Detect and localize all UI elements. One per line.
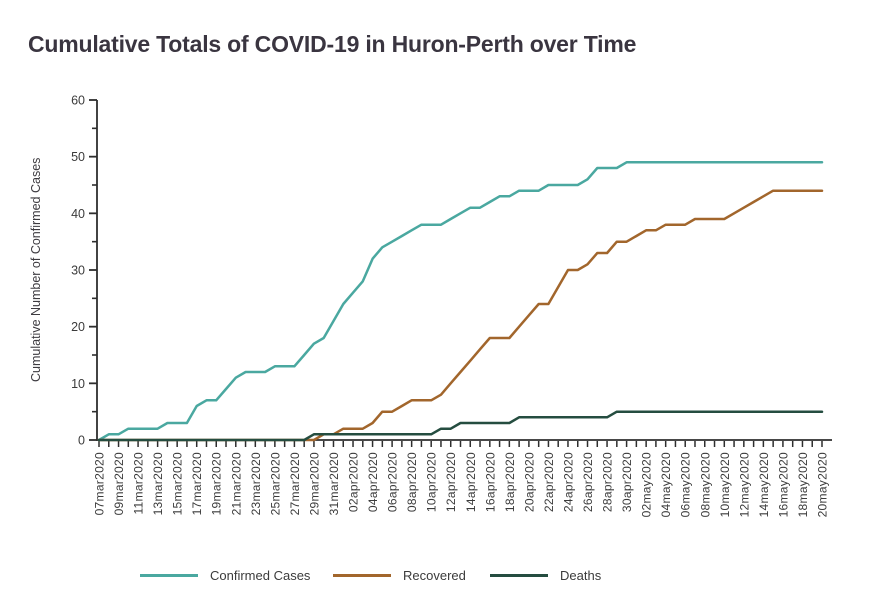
svg-text:20may2020: 20may2020 (816, 452, 830, 517)
svg-text:19mar2020: 19mar2020 (210, 452, 224, 515)
chart-legend: Confirmed Cases Recovered Deaths (0, 566, 876, 586)
svg-text:0: 0 (78, 434, 85, 448)
page-title: Cumulative Totals of COVID-19 in Huron-P… (28, 31, 637, 58)
svg-text:15mar2020: 15mar2020 (171, 452, 185, 515)
svg-text:24apr2020: 24apr2020 (561, 452, 575, 512)
svg-text:60: 60 (71, 94, 85, 108)
svg-text:20apr2020: 20apr2020 (522, 452, 536, 512)
svg-text:18may2020: 18may2020 (796, 452, 810, 517)
svg-text:10apr2020: 10apr2020 (425, 452, 439, 512)
legend-item-deaths: Deaths (490, 566, 601, 584)
svg-text:12may2020: 12may2020 (737, 452, 751, 517)
legend-label-confirmed-cases: Confirmed Cases (210, 567, 311, 583)
recovered-line-swatch (333, 573, 391, 577)
svg-text:08may2020: 08may2020 (698, 452, 712, 517)
svg-text:22apr2020: 22apr2020 (542, 452, 556, 512)
legend-item-confirmed-cases: Confirmed Cases (140, 566, 310, 584)
svg-text:12apr2020: 12apr2020 (444, 452, 458, 512)
svg-text:31mar2020: 31mar2020 (327, 452, 341, 515)
svg-text:06may2020: 06may2020 (679, 452, 693, 517)
svg-text:07mar2020: 07mar2020 (93, 452, 107, 515)
svg-text:28apr2020: 28apr2020 (601, 452, 615, 512)
legend-label-deaths: Deaths (560, 567, 602, 583)
svg-text:18apr2020: 18apr2020 (503, 452, 517, 512)
svg-text:16may2020: 16may2020 (776, 452, 790, 517)
svg-text:50: 50 (71, 150, 85, 164)
svg-text:17mar2020: 17mar2020 (190, 452, 204, 515)
confirmed-cases-line-swatch (140, 573, 198, 577)
svg-text:02apr2020: 02apr2020 (347, 452, 361, 512)
svg-text:11mar2020: 11mar2020 (132, 452, 146, 515)
svg-text:08apr2020: 08apr2020 (405, 452, 419, 512)
legend-label-recovered: Recovered (403, 567, 466, 583)
svg-text:16apr2020: 16apr2020 (483, 452, 497, 512)
svg-text:20: 20 (71, 320, 85, 334)
line-chart-plot: 0 10 20 30 40 50 60 07mar2020 09mar2020 11mar2020… (71, 94, 832, 517)
svg-text:23mar2020: 23mar2020 (249, 452, 263, 515)
svg-text:10: 10 (71, 377, 85, 391)
svg-text:02may2020: 02may2020 (640, 452, 654, 517)
deaths-line-swatch (490, 573, 548, 577)
svg-text:27mar2020: 27mar2020 (288, 452, 302, 515)
svg-text:29mar2020: 29mar2020 (307, 452, 321, 515)
svg-text:25mar2020: 25mar2020 (268, 452, 282, 515)
svg-text:14apr2020: 14apr2020 (464, 452, 478, 512)
svg-text:30apr2020: 30apr2020 (620, 452, 634, 512)
svg-text:40: 40 (71, 207, 85, 221)
svg-text:13mar2020: 13mar2020 (151, 452, 165, 515)
svg-text:21mar2020: 21mar2020 (229, 452, 243, 515)
svg-text:06apr2020: 06apr2020 (386, 452, 400, 512)
svg-text:10may2020: 10may2020 (718, 452, 732, 517)
svg-text:14may2020: 14may2020 (757, 452, 771, 517)
svg-text:09mar2020: 09mar2020 (112, 452, 126, 515)
svg-text:26apr2020: 26apr2020 (581, 452, 595, 512)
svg-text:30: 30 (71, 264, 85, 278)
svg-text:04may2020: 04may2020 (659, 452, 673, 517)
svg-text:04apr2020: 04apr2020 (366, 452, 380, 512)
legend-item-recovered: Recovered (333, 566, 466, 584)
